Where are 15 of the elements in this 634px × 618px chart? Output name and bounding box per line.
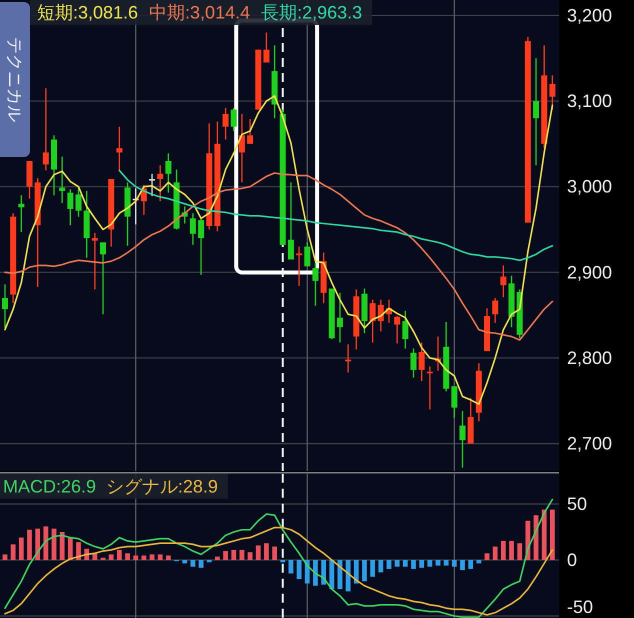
y-tick-label: 3,200 bbox=[567, 5, 612, 26]
text: 長期:2,963.3 bbox=[261, 2, 362, 22]
y-tick-label: 0 bbox=[567, 550, 578, 570]
y-tick-label: 50 bbox=[567, 494, 588, 514]
text: 短期:3,081.6 bbox=[37, 2, 138, 22]
text: MACD:26.9 bbox=[3, 476, 96, 496]
text: 中期:3,014.4 bbox=[149, 2, 250, 22]
y-tick-label: 2,900 bbox=[567, 262, 612, 282]
annotation: テクニカル bbox=[5, 37, 24, 122]
text: シグナル:28.9 bbox=[106, 476, 218, 496]
y-tick-label: 3,100 bbox=[567, 91, 612, 112]
y-tick-label: 2,800 bbox=[567, 348, 612, 368]
y-tick-label: -50 bbox=[567, 597, 594, 617]
y-tick-label: 3,000 bbox=[567, 176, 612, 197]
y-tick-label: 2,700 bbox=[567, 434, 612, 454]
